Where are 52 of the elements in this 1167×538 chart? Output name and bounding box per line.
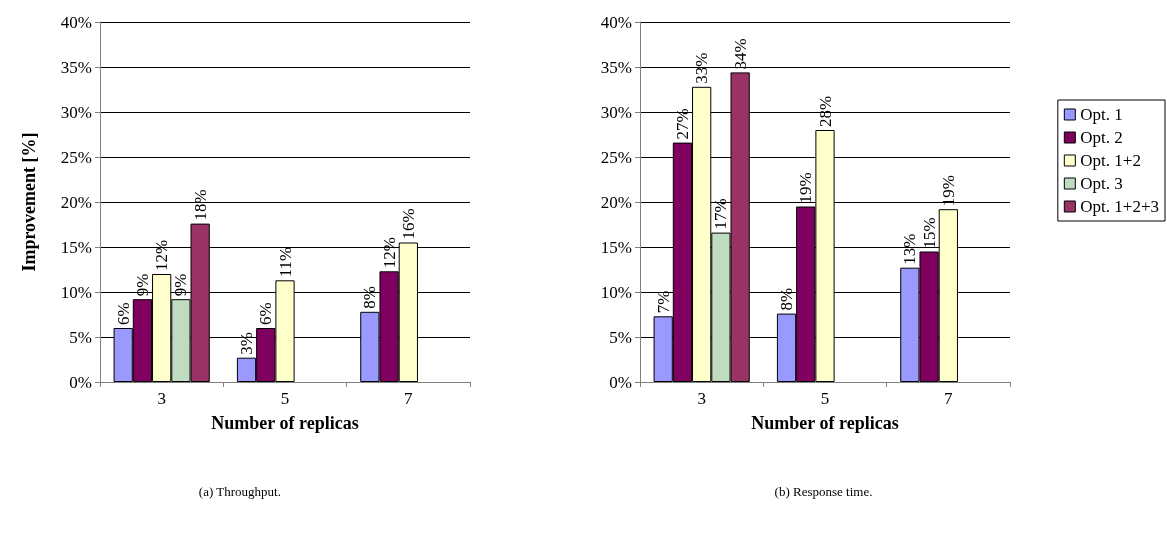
legend-label: Opt. 2	[1080, 128, 1123, 147]
data-label: 9%	[132, 273, 152, 297]
x-axis-title: Number of replicas	[211, 413, 359, 433]
data-label: 15%	[919, 217, 939, 249]
y-tick-label: 35%	[60, 57, 92, 77]
y-tick-label: 5%	[69, 327, 92, 347]
y-tick-label: 30%	[600, 102, 632, 122]
y-tick-label: 15%	[600, 237, 632, 257]
y-tick-label: 40%	[600, 12, 632, 32]
y-tick-label: 15%	[60, 237, 92, 257]
y-tick-label: 20%	[600, 192, 632, 212]
x-axis-title: Number of replicas	[751, 413, 899, 433]
data-label: 33%	[692, 52, 712, 84]
y-tick-label: 35%	[600, 57, 632, 77]
data-label: 19%	[796, 172, 816, 204]
data-label: 16%	[398, 208, 418, 240]
data-label: 6%	[113, 302, 133, 325]
data-label: 9%	[171, 273, 191, 297]
y-tick-label: 10%	[600, 282, 632, 302]
data-label: 12%	[379, 237, 399, 269]
x-tick-label: 7	[944, 389, 954, 408]
y-tick-label: 30%	[60, 102, 92, 122]
data-label: 17%	[711, 198, 731, 230]
y-tick-label: 25%	[600, 147, 632, 167]
data-label: 34%	[730, 38, 750, 70]
x-tick-label: 3	[697, 389, 706, 408]
data-label: 27%	[672, 108, 692, 140]
text: (b) Response time.	[774, 484, 873, 499]
y-tick-label: 25%	[60, 147, 92, 167]
x-tick-label: 7	[404, 389, 414, 408]
data-label: 18%	[190, 189, 210, 221]
y-tick-label: 5%	[609, 327, 632, 347]
y-tick-label: 0%	[69, 372, 92, 392]
y-tick-label: 10%	[60, 282, 92, 302]
x-tick-label: 5	[820, 389, 830, 408]
text: (a) Throughput.	[198, 484, 281, 499]
y-tick-label: 20%	[60, 192, 92, 212]
legend-label: Opt. 1+2+3	[1080, 197, 1160, 216]
legend-label: Opt. 1	[1080, 105, 1123, 124]
data-label: 19%	[938, 175, 958, 207]
x-tick-label: 5	[280, 389, 290, 408]
data-label: 8%	[360, 286, 380, 309]
data-label: 6%	[256, 302, 276, 325]
y-tick-label: 0%	[609, 372, 632, 392]
legend-label: Opt. 1+2	[1080, 151, 1141, 170]
data-label: 12%	[152, 239, 172, 271]
data-label: 13%	[900, 233, 920, 265]
y-tick-label: 40%	[60, 12, 92, 32]
legend-label: Opt. 3	[1080, 174, 1123, 193]
data-label: 11%	[275, 246, 295, 278]
y-axis-title: Improvement [%]	[19, 132, 39, 272]
x-tick-label: 3	[157, 389, 166, 408]
